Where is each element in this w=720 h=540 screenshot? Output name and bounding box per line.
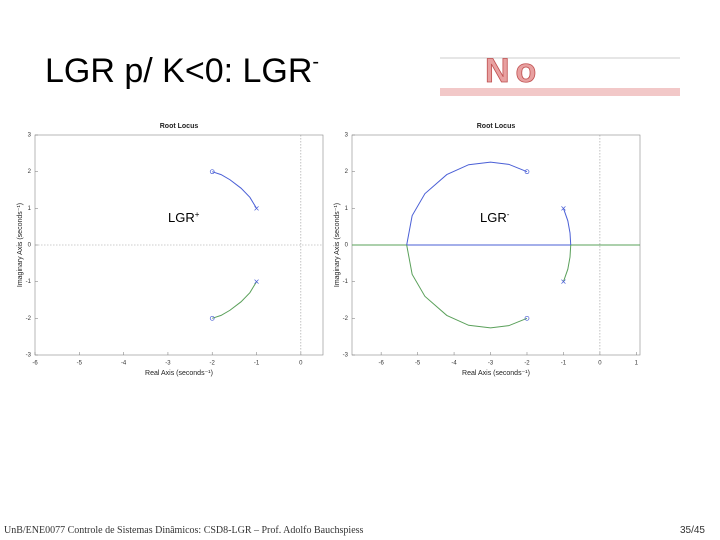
x-tick-label: -6 (32, 361, 38, 367)
locus-branch (562, 244, 572, 282)
x-tick-label: -4 (451, 361, 457, 367)
pole-marker (561, 279, 566, 284)
annotation: LGR- (480, 210, 510, 225)
y-tick-label: -1 (26, 279, 32, 285)
footer: UnB/ENE0077 Controle de Sistemas Dinâmic… (4, 525, 364, 536)
x-tick-label: -5 (77, 361, 83, 367)
y-tick-label: -3 (26, 353, 32, 359)
x-tick-label: -1 (254, 361, 260, 367)
y-axis-label: Imaginary Axis (seconds⁻¹) (17, 203, 24, 287)
y-tick-label: 1 (345, 206, 349, 212)
y-tick-label: 1 (28, 206, 32, 212)
x-tick-label: 0 (598, 361, 602, 367)
y-tick-label: -3 (343, 353, 349, 359)
x-axis-label: Real Axis (seconds⁻¹) (145, 370, 213, 377)
zero-marker (524, 169, 530, 175)
x-tick-label: 1 (635, 361, 639, 367)
zero-marker (209, 315, 215, 321)
chart-title: Root Locus (477, 123, 516, 130)
y-tick-label: 3 (28, 133, 32, 139)
x-tick-label: -3 (165, 361, 171, 367)
locus-branch (562, 208, 572, 246)
x-tick-label: -2 (524, 361, 530, 367)
annotation-text: LGR (168, 210, 195, 225)
y-tick-label: 0 (345, 243, 349, 249)
image-placeholder: No (440, 52, 680, 96)
locus-branch (406, 161, 528, 246)
annotation-sup: - (507, 210, 510, 219)
y-tick-label: -2 (26, 316, 32, 322)
zero-marker (209, 169, 215, 175)
annotation: LGR+ (168, 210, 200, 225)
locus-branch (406, 244, 528, 329)
pole-marker (254, 279, 259, 284)
y-axis-label: Imaginary Axis (seconds⁻¹) (334, 203, 341, 287)
y-tick-label: -2 (343, 316, 349, 322)
pole-marker (561, 206, 566, 211)
slide-title: LGR p/ K<0: LGR- (45, 51, 319, 90)
x-axis-label: Real Axis (seconds⁻¹) (462, 370, 530, 377)
pole-marker (254, 206, 259, 211)
y-tick-label: 2 (345, 169, 349, 175)
zero-marker (524, 315, 530, 321)
annotation-sup: + (195, 210, 200, 219)
x-tick-label: -2 (210, 361, 216, 367)
x-tick-label: -5 (415, 361, 421, 367)
y-tick-label: 0 (28, 243, 32, 249)
title-sup: - (312, 51, 319, 73)
x-tick-label: -3 (488, 361, 494, 367)
annotation-text: LGR (480, 210, 507, 225)
x-tick-label: -1 (561, 361, 567, 367)
x-tick-label: 0 (299, 361, 303, 367)
x-tick-label: -6 (378, 361, 384, 367)
x-tick-label: -4 (121, 361, 127, 367)
title-text: LGR p/ K<0: LGR (45, 52, 312, 90)
chart-title: Root Locus (160, 123, 199, 130)
placeholder-strip (440, 88, 680, 96)
page-number: 35/45 (680, 525, 705, 536)
y-tick-label: -1 (343, 279, 349, 285)
placeholder-text: No (485, 52, 542, 90)
chart: Root Locus Real Axis (seconds⁻¹) Imaginary… (334, 123, 641, 377)
chart: Root Locus Real Axis (seconds⁻¹) Imaginary… (17, 123, 324, 377)
locus-branch (212, 171, 257, 209)
locus-branch (212, 281, 257, 319)
y-tick-label: 2 (28, 169, 32, 175)
y-tick-label: 3 (345, 133, 349, 139)
